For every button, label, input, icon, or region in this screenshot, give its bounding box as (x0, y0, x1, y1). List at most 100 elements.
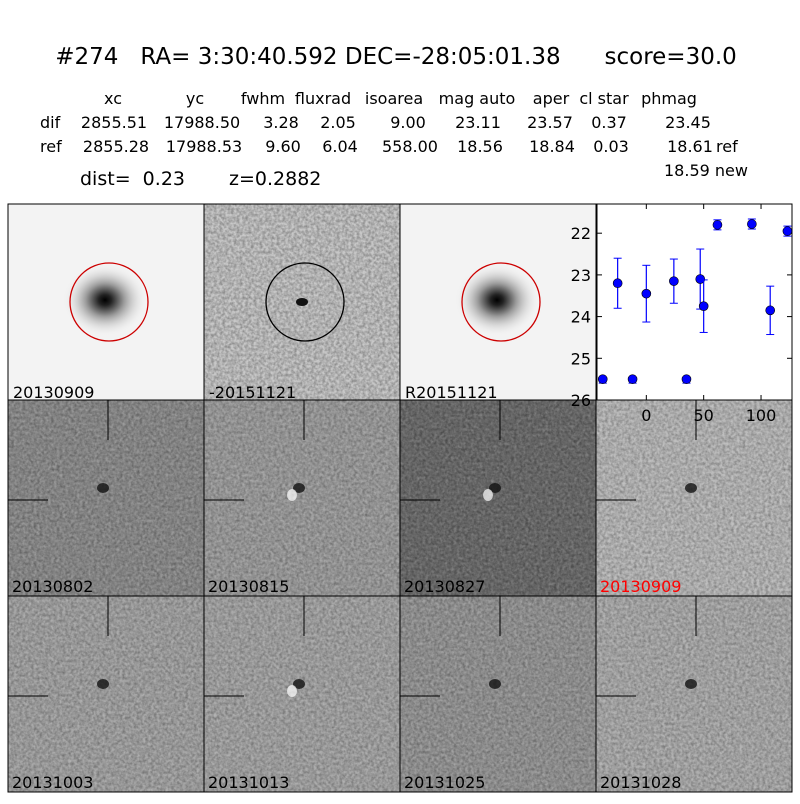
y-tick-label: 23 (571, 266, 591, 285)
column-header: fluxrad (295, 89, 351, 108)
stamp-20130815: 20130815 (203, 399, 401, 597)
aperture-circle (461, 262, 541, 342)
table-cell: 6.04 (322, 137, 358, 156)
marker (612, 278, 623, 289)
marker (712, 220, 723, 230)
residual-dark (489, 483, 501, 493)
table-cell: 23.11 (455, 113, 501, 132)
stamp-20131028: 20131028 (595, 595, 793, 793)
aperture-circle (69, 262, 149, 342)
stamp-label: 20130827 (404, 577, 485, 596)
x-tick-label: 100 (746, 406, 777, 425)
data-point (782, 225, 793, 237)
table-cell: 17988.50 (164, 113, 240, 132)
stamp-top-2: R20151121 (399, 203, 597, 402)
column-header: mag auto (439, 89, 516, 108)
stamp-noise-light (400, 596, 596, 792)
plot-frame (596, 203, 793, 401)
table-cell: 9.60 (265, 137, 301, 156)
residual-dark (97, 679, 109, 689)
aperture-circle (265, 262, 345, 342)
stamp-noise-light (596, 400, 792, 596)
marker (765, 305, 776, 316)
residual-light (287, 489, 297, 501)
row-suffix: ref (716, 137, 738, 156)
stamp-20131025: 20131025 (399, 595, 597, 793)
data-point (747, 218, 757, 230)
data-point (765, 285, 776, 336)
stamp-label: 20130909 (600, 577, 681, 596)
row-label: ref (40, 137, 62, 156)
residual-light (287, 685, 297, 697)
stamp-20130827: 20130827 (399, 399, 597, 597)
marker (695, 274, 706, 284)
table-cell: 18.84 (529, 137, 575, 156)
new-phmag: 18.59 new (664, 161, 748, 180)
marker (747, 219, 757, 229)
data-point (597, 374, 608, 384)
y-tick-label: 25 (571, 349, 591, 368)
stamp-top-1: -20151121 (203, 203, 401, 402)
table-cell: 2.05 (320, 113, 356, 132)
stamp-label: 20131025 (404, 773, 485, 792)
source-blob (296, 298, 308, 306)
y-tick-label: 26 (571, 391, 591, 410)
marker (698, 301, 709, 311)
table-cell: 23.57 (527, 113, 573, 132)
info-table: xc yc fwhm fluxrad isoarea mag auto aper cl sta… (40, 89, 738, 156)
data-point (712, 219, 723, 231)
residual-light (483, 489, 493, 501)
table-cell: 18.56 (457, 137, 503, 156)
stamp-frame (595, 595, 793, 793)
plot-area (597, 204, 792, 400)
stamp-20131003: 20131003 (7, 595, 205, 793)
data-point (698, 279, 709, 333)
column-header: yc (186, 89, 204, 108)
column-header: isoarea (365, 89, 423, 108)
row-label: dif (40, 113, 61, 132)
column-header: phmag (641, 89, 697, 108)
stamp-noise-light (400, 400, 596, 596)
table-cell: 9.00 (390, 113, 426, 132)
y-tick-label: 22 (571, 224, 591, 243)
stamp-top-0: 20130909 (7, 203, 205, 402)
residual-dark (685, 483, 697, 493)
stamp-label: 20130802 (12, 577, 93, 596)
column-header: aper (533, 89, 570, 108)
column-header: xc (104, 89, 122, 108)
stamp-noise-light (204, 596, 400, 792)
stamp-label: R20151121 (405, 383, 498, 402)
stamp-label: 20131013 (208, 773, 289, 792)
y-tick-label: 24 (571, 308, 591, 327)
stamp-20130802: 20130802 (7, 399, 205, 597)
column-header: fwhm (241, 89, 285, 108)
residual-dark (97, 483, 109, 493)
marker (681, 374, 692, 384)
column-header: cl star (579, 89, 629, 108)
stamp-noise-light (204, 400, 400, 596)
data-point (641, 264, 652, 323)
data-point (612, 257, 623, 309)
stamp-label: -20151121 (209, 383, 296, 402)
light-curve-chart: 0 50 100 22 23 24 25 26 (571, 203, 793, 425)
data-point (627, 374, 638, 384)
table-cell: 23.45 (665, 113, 711, 132)
residual-dark (293, 679, 305, 689)
stamp-label: 20131028 (600, 773, 681, 792)
dist-text: dist= 0.23 (80, 168, 185, 190)
stamp-20131013: 20131013 (203, 595, 401, 793)
data-point (669, 258, 679, 304)
stamp-noise-light (596, 596, 792, 792)
stamp-20130909: 20130909 (595, 399, 793, 597)
marker (782, 226, 793, 236)
marker (641, 288, 652, 299)
table-cell: 18.61 (667, 137, 713, 156)
table-cell: 558.00 (382, 137, 438, 156)
data-point (695, 248, 706, 310)
table-cell: 0.37 (591, 113, 627, 132)
data-point (681, 374, 692, 384)
stamp-label: 20130909 (13, 383, 94, 402)
stamp-noise-light (8, 400, 204, 596)
marker (597, 374, 608, 384)
